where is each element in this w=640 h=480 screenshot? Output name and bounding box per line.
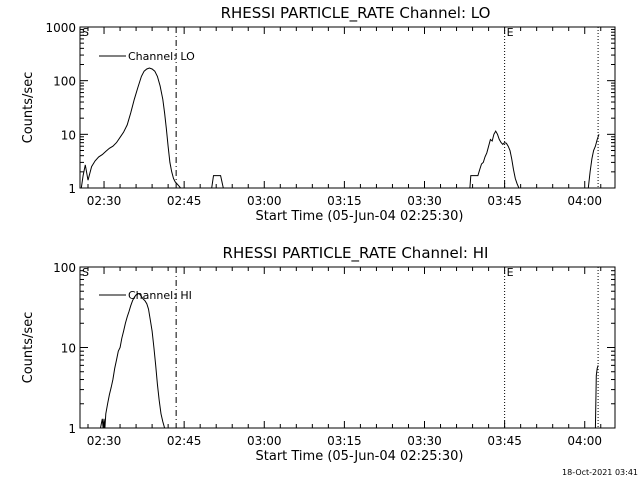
x-tick-label: 02:30 <box>87 194 122 208</box>
y-tick-label: 100 <box>53 261 76 275</box>
y-axis-label: Counts/sec <box>21 312 36 384</box>
x-tick-label: 04:00 <box>567 194 602 208</box>
series-line-segment <box>211 175 224 189</box>
y-tick-label: 1000 <box>45 21 76 35</box>
series-line-segment <box>80 67 181 189</box>
legend-label: Channel: HI <box>128 289 192 302</box>
series-line-segment <box>469 130 520 189</box>
x-tick-label: 02:30 <box>87 434 122 448</box>
event-marker-label: S <box>82 26 89 39</box>
plot-frame <box>79 26 616 189</box>
series-line-segment <box>587 134 600 189</box>
x-tick-label: 03:00 <box>247 434 282 448</box>
y-axis-label: Counts/sec <box>21 72 36 144</box>
x-tick-label: 02:45 <box>167 194 202 208</box>
x-tick-label: 03:00 <box>247 194 282 208</box>
x-tick-label: 03:15 <box>327 194 362 208</box>
y-tick-label: 1 <box>68 422 76 436</box>
legend-label: Channel: LO <box>128 50 195 63</box>
x-tick-label: 03:45 <box>487 434 522 448</box>
chart-title: RHESSI PARTICLE_RATE Channel: LO <box>221 4 491 23</box>
series-line-segment <box>594 365 599 429</box>
x-tick-label: 03:30 <box>407 434 442 448</box>
series-line-segment <box>100 292 166 429</box>
x-tick-label: 04:00 <box>567 434 602 448</box>
event-marker-label: E <box>507 26 514 39</box>
x-tick-label: 03:30 <box>407 194 442 208</box>
x-tick-label: 03:15 <box>327 434 362 448</box>
footer-timestamp: 18-Oct-2021 03:41 <box>562 468 638 477</box>
x-tick-label: 02:45 <box>167 434 202 448</box>
event-marker-label: S <box>82 266 89 279</box>
x-axis-label: Start Time (05-Jun-04 02:25:30) <box>256 209 464 224</box>
chart-panel-hi: RHESSI PARTICLE_RATE Channel: HI 02:30 02:… <box>21 244 616 464</box>
y-tick-label: 10 <box>61 128 76 142</box>
y-tick-label: 1 <box>68 182 76 196</box>
x-tick-label: 03:45 <box>487 194 522 208</box>
chart-panel-lo: RHESSI PARTICLE_RATE Channel: LO 02:30 02:… <box>21 4 616 224</box>
chart-title: RHESSI PARTICLE_RATE Channel: HI <box>223 244 489 263</box>
x-axis-label: Start Time (05-Jun-04 02:25:30) <box>256 449 464 464</box>
event-marker-label: E <box>507 266 514 279</box>
y-tick-label: 10 <box>61 342 76 356</box>
y-tick-label: 100 <box>53 75 76 89</box>
